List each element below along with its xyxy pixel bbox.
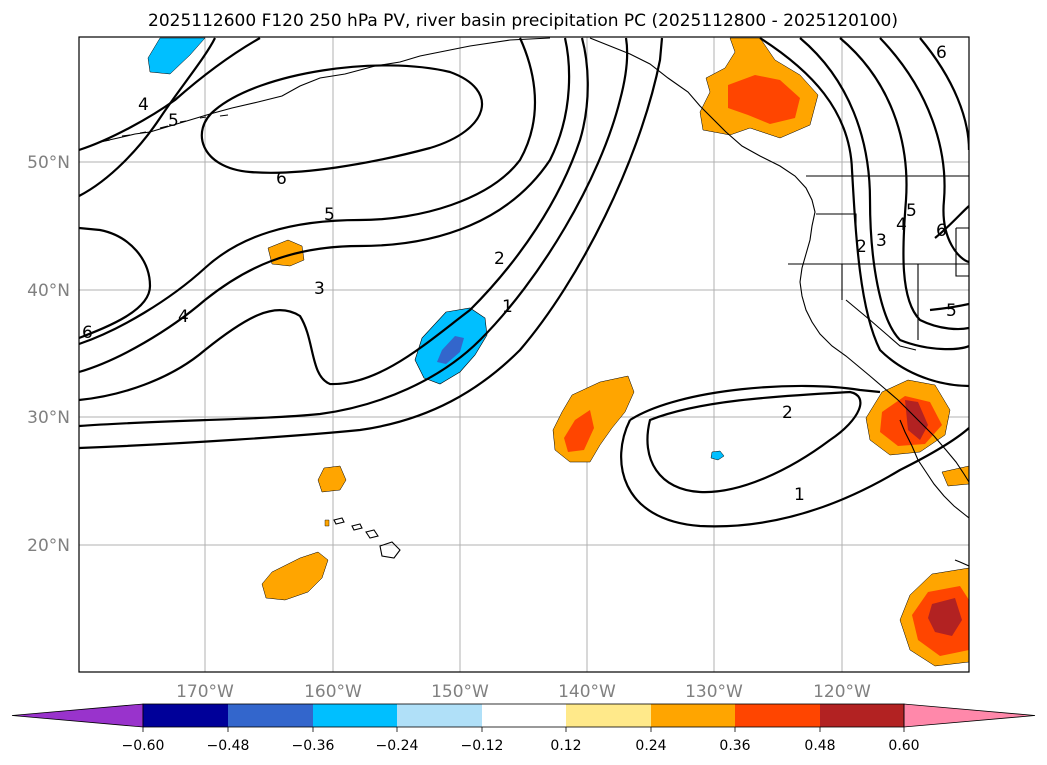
hawaii-big-island [379,541,401,559]
precip-blob-california-max [905,400,928,440]
precipitation-shading [147,37,969,667]
pv-contour-east-1-loop [620,384,969,528]
lon-label: 170°W [176,682,234,702]
colorbar-max-extension [903,703,1036,728]
contour-label: 6 [936,221,947,241]
colorbar-tick-label: 0.24 [635,738,666,754]
lon-label: 130°W [685,682,743,702]
contour-labels: 6 5 4 3 2 1 2 1 6 5 4 3 2 5 6 4 5 6 [82,43,957,505]
precip-blob-southwest-pos [261,551,329,601]
contour-label: 6 [276,169,287,189]
pv-contour-alaska-5 [79,37,261,152]
contour-label: 4 [178,307,189,327]
precip-blob-hawaii-pos [317,465,347,493]
pv-contour-5 [79,37,537,346]
us-state-lines [788,227,969,340]
pv-contour-east-2-loop [646,390,862,494]
precip-blob-midpacific-core [437,336,464,364]
pv-contours [79,37,969,528]
lat-label: 20°N [27,536,70,556]
pv-contour-east-5b [929,302,969,312]
colorbar-segment [735,704,820,727]
colorbar-segment [566,704,651,727]
contour-label: 3 [876,231,887,251]
precip-blob-small-neg [710,450,725,461]
pv-contour-6-west [79,226,152,340]
pv-contour-alaska-4 [79,37,216,197]
contour-label: 5 [946,301,957,321]
lon-label: 160°W [304,682,362,702]
contour-label: 5 [168,111,179,131]
mexico-coast [954,559,969,567]
colorbar-segment [651,704,735,727]
precip-blob-canada-core [728,75,800,124]
colorbar-outline [142,703,905,728]
alaska-peninsula-coast [99,37,551,143]
pv-contour-east-6b [934,205,969,239]
pv-contour-3 [79,37,589,402]
colorbar-segment [820,704,904,727]
colorbar-tick-label: −0.48 [207,738,250,754]
colorbar-ticks [142,727,905,732]
contour-label: 5 [324,205,335,225]
colorbar-tick-label: −0.60 [122,738,165,754]
hawaii-islands [333,517,379,539]
colorbar-tick-label: −0.36 [292,738,335,754]
colorbar-segment [143,704,228,727]
contour-label: 4 [896,215,907,235]
contour-label: 6 [82,323,93,343]
colorbar-tick-label: −0.12 [461,738,504,754]
contour-label: 1 [794,485,805,505]
figure-title: 2025112600 F120 250 hPa PV, river basin … [148,11,898,31]
lat-label: 50°N [27,153,70,173]
contour-label: 2 [856,237,867,257]
colorbar-tick-label: 0.48 [804,738,835,754]
contour-label: 4 [138,95,149,115]
map-frame [78,36,970,673]
pv-contour-east-2 [759,37,969,388]
colorbar-min-extension [11,703,144,728]
lat-label: 30°N [27,408,70,428]
precip-blob-mexico-max [928,598,962,636]
colorbar-tick-label: 0.12 [550,738,581,754]
coastlines [99,37,969,567]
contour-label: 6 [936,43,947,63]
pv-contour-4 [79,37,571,374]
colorbar-segment [397,704,482,727]
colorbar-tick-label: −0.24 [376,738,419,754]
precip-blob-east-pacific-core [564,410,594,452]
pv-contour-6-loop [200,64,483,174]
pv-contour-1 [79,37,664,450]
contour-label: 1 [502,297,513,317]
colorbar-tick-label: 0.60 [888,738,919,754]
southeast-alaska-coast [589,37,969,483]
contour-label: 2 [782,403,793,423]
latitude-labels: 50°N 40°N 30°N 20°N [27,153,70,556]
pv-contour-2 [79,37,629,428]
contour-label: 2 [494,249,505,269]
lat-label: 40°N [27,281,70,301]
colorbar-segment [313,704,397,727]
longitude-labels: 170°W 160°W 150°W 140°W 130°W 120°W [176,682,871,702]
colorbar-segment [228,704,313,727]
pv-contour-east-4 [839,37,969,331]
colorbar-segment [482,704,566,727]
lon-label: 150°W [431,682,489,702]
lon-label: 140°W [558,682,616,702]
contour-label: 3 [314,279,325,299]
colorbar: −0.60 −0.48 −0.36 −0.24 −0.12 0.12 0.24 … [11,703,1036,754]
contour-label: 5 [906,201,917,221]
colorbar-tick-label: 0.36 [719,738,750,754]
precip-blob-hawaii-tiny [324,519,330,527]
graticule [79,37,969,672]
pv-contour-east-3 [799,37,969,351]
precip-blob-alaska-gulf-neg [147,37,206,75]
baja-california-coast [899,419,969,519]
pv-contour-east-5 [879,37,969,264]
lon-label: 120°W [813,682,871,702]
